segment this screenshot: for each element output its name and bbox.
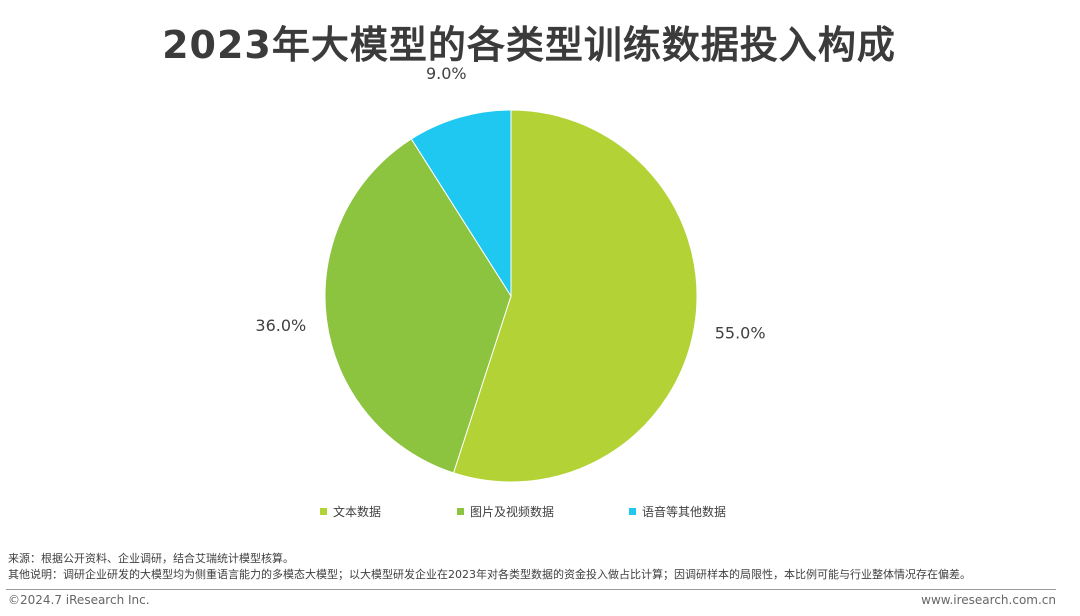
- legend-item-text: 文本数据: [320, 503, 381, 520]
- source-note: 来源：根据公开资料、企业调研，结合艾瑞统计模型核算。: [8, 552, 294, 565]
- notes: 来源：根据公开资料、企业调研，结合艾瑞统计模型核算。 其他说明：调研企业研发的大…: [8, 551, 971, 583]
- pie-slice-0: [452, 109, 698, 483]
- legend-label: 文本数据: [333, 505, 382, 519]
- legend-item-image-video: 图片及视频数据: [457, 503, 554, 520]
- legend-label: 图片及视频数据: [470, 505, 555, 519]
- pie-slice-2: [410, 109, 512, 298]
- pie-labels: 55.0% 36.0% 9.0%: [255, 64, 765, 342]
- other-note: 其他说明：调研企业研发的大模型均为侧重语言能力的多模态大模型；以大模型研发企业在…: [8, 568, 971, 581]
- legend-item-audio-other: 语音等其他数据: [629, 503, 726, 520]
- pie-slice-label-2: 9.0%: [426, 64, 467, 83]
- legend-swatch: [457, 508, 464, 515]
- legend-swatch: [320, 508, 327, 515]
- pie-slice-1: [324, 138, 512, 474]
- footer-divider: [6, 589, 1056, 590]
- website-link[interactable]: www.iresearch.com.cn: [921, 593, 1056, 607]
- chart-title: 2023年大模型的各类型训练数据投入构成: [162, 23, 896, 67]
- pie-slice-label-1: 36.0%: [255, 316, 306, 335]
- copyright: ©2024.7 iResearch Inc.: [8, 593, 150, 607]
- pie-slice-label-0: 55.0%: [715, 323, 766, 342]
- legend-label: 语音等其他数据: [642, 505, 727, 519]
- legend-swatch: [629, 508, 636, 515]
- legend: 文本数据 图片及视频数据 语音等其他数据: [0, 503, 1080, 523]
- pie-slices: [324, 109, 698, 483]
